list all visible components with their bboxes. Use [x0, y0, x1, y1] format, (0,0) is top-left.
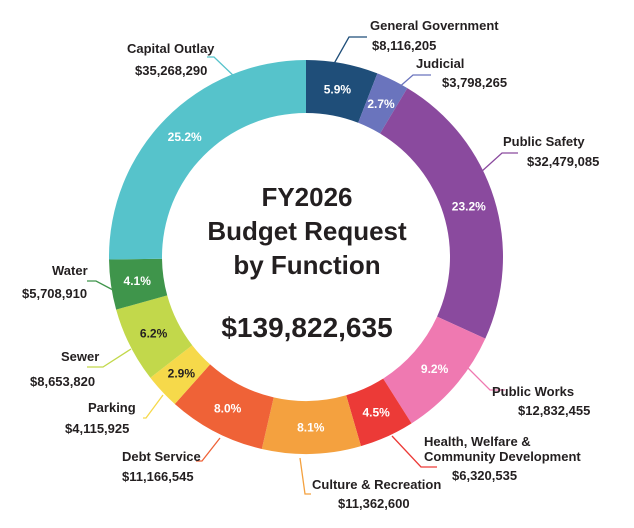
callout-capital-outlay: Capital Outlay $35,268,290 — [127, 41, 215, 78]
label-name: Public Works — [492, 384, 574, 399]
percent-label: 25.2% — [168, 130, 202, 144]
slice-general-government — [306, 60, 378, 123]
donut-slices — [109, 60, 503, 454]
percent-label: 8.1% — [297, 420, 325, 434]
leader-judicial — [396, 74, 431, 90]
label-amount: $8,116,205 — [372, 38, 436, 53]
label-name: Water — [52, 263, 88, 278]
label-name-line1: Health, Welfare & — [424, 434, 531, 449]
callout-water: Water $5,708,910 — [22, 263, 88, 301]
percent-label: 4.5% — [362, 405, 390, 419]
label-name-line2: Community Development — [424, 449, 581, 464]
callout-judicial: Judicial $3,798,265 — [416, 56, 507, 90]
percent-label: 2.9% — [168, 366, 196, 380]
slice-parking — [150, 345, 211, 404]
leader-debt-service — [196, 437, 221, 462]
label-amount: $5,708,910 — [22, 286, 87, 301]
leader-culture — [299, 457, 311, 495]
percent-label: 2.7% — [367, 97, 395, 111]
label-amount: $8,653,820 — [30, 374, 95, 389]
label-amount: $3,798,265 — [442, 75, 507, 90]
percent-label: 5.9% — [324, 82, 352, 96]
leader-lines — [87, 36, 518, 495]
slice-debt-service — [174, 364, 274, 449]
slice-culture-recreation — [261, 395, 361, 454]
percent-label: 9.2% — [421, 362, 449, 376]
label-name: Public Safety — [503, 134, 585, 149]
label-amount: $6,320,535 — [452, 468, 517, 483]
callout-public-works: Public Works $12,832,455 — [492, 384, 590, 418]
callout-culture-recreation: Culture & Recreation $11,362,600 — [312, 477, 441, 511]
slice-health-welfare-community-development — [346, 378, 412, 447]
label-name: Capital Outlay — [127, 41, 215, 56]
leader-capital-outlay — [207, 56, 239, 81]
center-title: FY2026 Budget Request by Function $139,8… — [207, 182, 407, 343]
percent-label: 8.0% — [214, 401, 242, 415]
callout-sewer: Sewer $8,653,820 — [30, 349, 99, 389]
leader-public-safety — [480, 152, 518, 173]
label-amount: $32,479,085 — [527, 154, 599, 169]
slice-capital-outlay — [109, 60, 307, 260]
slice-sewer — [116, 295, 193, 378]
percent-label: 23.2% — [452, 199, 486, 213]
slice-public-works — [383, 316, 486, 424]
title-line-3: by Function — [233, 250, 380, 280]
total-amount: $139,822,635 — [221, 312, 392, 343]
label-amount: $35,268,290 — [135, 63, 207, 78]
leader-parking — [143, 394, 164, 419]
leader-public-works — [466, 366, 505, 391]
label-name: Judicial — [416, 56, 464, 71]
title-line-1: FY2026 — [261, 182, 352, 212]
leader-water — [87, 280, 114, 291]
title-line-2: Budget Request — [207, 216, 407, 246]
label-amount: $11,362,600 — [338, 496, 410, 511]
leader-health — [391, 435, 437, 468]
label-name: General Government — [370, 18, 499, 33]
label-name: Sewer — [61, 349, 99, 364]
slice-judicial — [358, 73, 408, 134]
callout-parking: Parking $4,115,925 — [65, 400, 136, 436]
percent-labels: 5.9% 2.7% 23.2% 9.2% 4.5% 8.1% 8.0% 2.9% 6.2% 4.1… — [124, 82, 487, 434]
callout-public-safety: Public Safety $32,479,085 — [503, 134, 599, 169]
slice-public-safety — [380, 88, 503, 339]
label-name: Parking — [88, 400, 136, 415]
slice-water — [109, 258, 168, 310]
label-amount: $4,115,925 — [65, 421, 129, 436]
label-name: Debt Service — [122, 449, 201, 464]
label-amount: $11,166,545 — [122, 469, 194, 484]
percent-label: 4.1% — [124, 274, 152, 288]
callout-health-welfare: Health, Welfare & Community Development … — [424, 434, 581, 483]
leader-general-government — [330, 36, 367, 70]
label-name: Culture & Recreation — [312, 477, 441, 492]
leader-sewer — [87, 348, 132, 368]
callout-general-government: General Government $8,116,205 — [370, 18, 499, 53]
callout-debt-service: Debt Service $11,166,545 — [122, 449, 201, 484]
label-amount: $12,832,455 — [518, 403, 590, 418]
percent-label: 6.2% — [140, 326, 168, 340]
